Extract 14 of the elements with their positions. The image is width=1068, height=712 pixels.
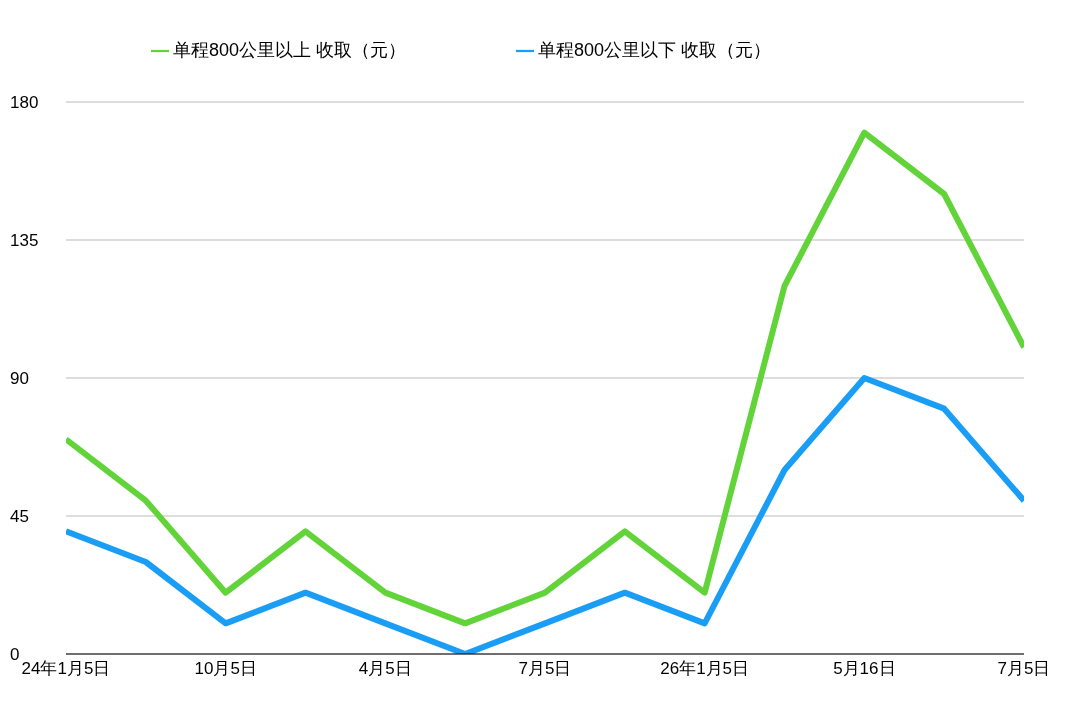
legend-label: 单程800公里以下 收取（元） — [538, 40, 772, 60]
y-tick-label: 180 — [10, 93, 39, 113]
x-tick-label: 26年1月5日 — [660, 659, 750, 679]
x-tick-label: 4月5日 — [358, 659, 412, 679]
legend-label: 单程800公里以上 收取（元） — [172, 40, 406, 60]
x-tick-label: 7月5日 — [518, 659, 572, 679]
y-tick-label: 45 — [10, 507, 29, 527]
x-tick-label: 24年1月5日 — [21, 659, 111, 679]
x-tick-label: 5月16日 — [833, 659, 896, 679]
x-tick-label: 7月5日 — [997, 659, 1051, 679]
x-tick-label: 10月5日 — [194, 659, 257, 679]
y-tick-label: 135 — [10, 231, 39, 251]
y-tick-label: 0 — [10, 645, 20, 665]
y-tick-label: 90 — [10, 369, 29, 389]
